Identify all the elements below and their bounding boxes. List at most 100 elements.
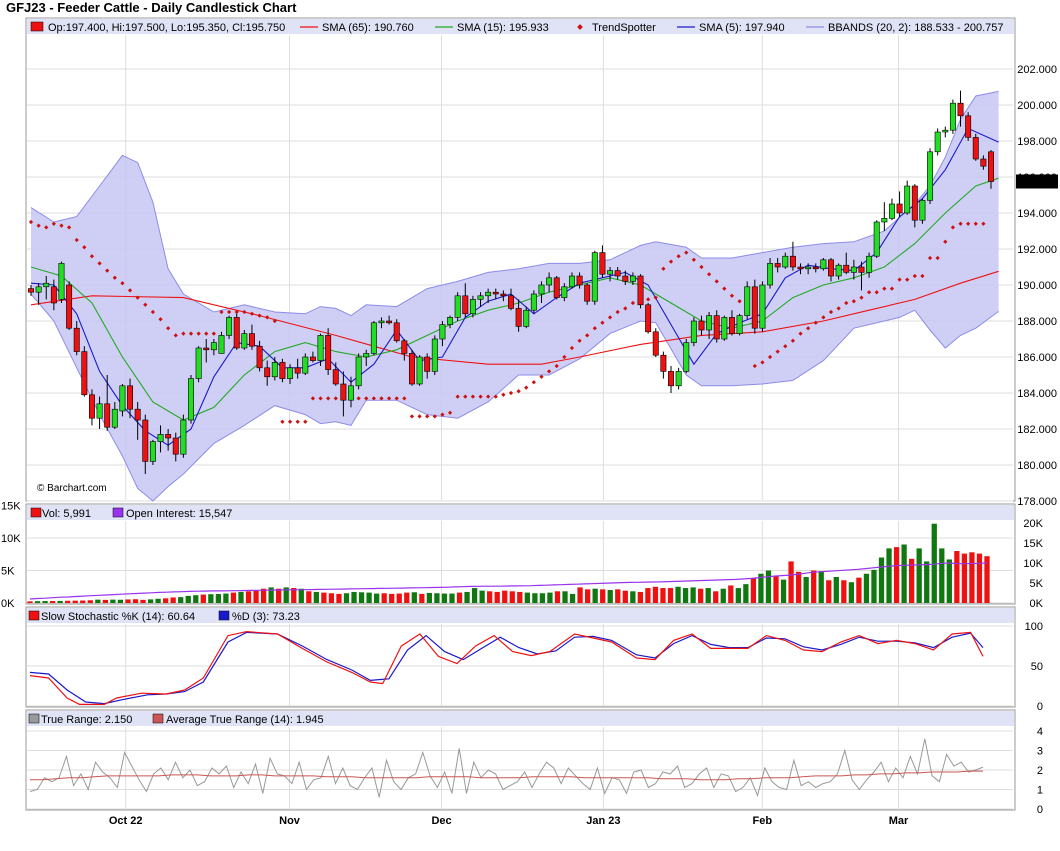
candle-body [378, 320, 385, 324]
trendspotter-marker [386, 396, 392, 401]
legend-trend-swatch [577, 24, 583, 30]
candle-body [957, 102, 964, 117]
trendspotter-marker [973, 221, 978, 226]
volume-bar [517, 591, 523, 603]
price-tick-label: 180.000 [1017, 460, 1057, 472]
volume-bar [57, 600, 63, 603]
volume-bar [954, 551, 960, 603]
legend-trend: TrendSpotter [592, 22, 656, 34]
trendspotter-marker [402, 396, 407, 401]
trendspotter-marker [211, 331, 216, 336]
stoch-panel-frame [25, 606, 1016, 708]
candle-body [355, 356, 362, 387]
candle-body [73, 327, 80, 352]
trendspotter-marker [752, 363, 757, 369]
candle-body [835, 264, 842, 277]
tr-tick-label: 2 [1037, 765, 1043, 777]
volume-bar [667, 588, 674, 603]
volume-bar [758, 573, 764, 603]
trendspotter-marker [333, 396, 338, 401]
trendspotter-marker [661, 266, 666, 271]
volume-bar [49, 601, 56, 603]
trendspotter-marker [790, 338, 796, 343]
candle-body [706, 315, 713, 331]
trendspotter-marker [653, 295, 658, 300]
trendspotter-marker [760, 360, 765, 365]
volume-bar [622, 590, 628, 603]
candle-body [462, 295, 469, 315]
volume-bar [939, 548, 945, 603]
legend-ohlc: Op:197.400, Hi:197.500, Lo:195.350, Cl:1… [48, 22, 285, 34]
candle-body [751, 286, 758, 329]
candle-body [340, 383, 347, 401]
candle-body [119, 385, 126, 412]
trendspotter-marker [935, 255, 940, 261]
trendspotter-marker [417, 414, 422, 419]
volume-bar [155, 598, 161, 603]
trendspotter-marker [257, 313, 262, 318]
volume-bar [826, 580, 832, 603]
trendspotter-marker [501, 392, 506, 397]
trendspotter-marker [874, 290, 879, 295]
price-tick-label: 194.000 [1017, 208, 1057, 220]
candle-body [469, 299, 476, 315]
volume-bar [788, 561, 794, 603]
candle-body [614, 270, 621, 277]
volume-bar [532, 593, 538, 603]
candle-body [553, 277, 560, 298]
true-range-plot [29, 738, 984, 798]
candle-body [111, 408, 118, 428]
volume-bar [223, 593, 229, 603]
trendspotter-marker [447, 410, 453, 415]
candle-body [843, 264, 850, 273]
bollinger-lower-line [30, 293, 999, 502]
candle-body [393, 322, 400, 342]
candle-body [325, 335, 332, 370]
trendspotter-marker [851, 299, 856, 304]
volume-bar [426, 592, 433, 603]
legend-tr: True Range: 2.150 [41, 714, 132, 726]
candle-body [629, 275, 636, 282]
candle-body [134, 408, 141, 421]
volume-bar [615, 589, 621, 603]
volume-bar [178, 597, 184, 603]
trendspotter-marker [516, 389, 521, 394]
trendspotter-marker [59, 223, 64, 228]
volume-bar [893, 547, 900, 603]
candle-body [797, 266, 804, 270]
candle-body [485, 291, 492, 297]
tr-tick-label: 0 [1037, 804, 1043, 816]
volume-bar [750, 578, 757, 603]
trendspotter-marker [783, 344, 788, 349]
candle-body [972, 137, 979, 160]
trendspotter-marker [699, 264, 704, 270]
candle-body [805, 266, 812, 270]
candle-body [264, 367, 271, 378]
volume-bar [373, 593, 380, 603]
bollinger-upper-line [30, 90, 999, 317]
trendspotter-marker [775, 349, 780, 354]
candle-body [454, 295, 461, 318]
candle-body [942, 129, 949, 133]
volume-bar [306, 591, 312, 603]
volume-bar [637, 591, 644, 603]
candle-body [561, 286, 568, 298]
trendspotter-marker [226, 309, 232, 315]
volume-bar [351, 591, 357, 603]
volume-bar [456, 592, 463, 603]
trendspotter-marker [74, 237, 79, 243]
candle-body [492, 291, 499, 295]
trendspotter-marker [303, 419, 308, 424]
volume-bar [811, 570, 817, 603]
trendspotter-marker [646, 297, 651, 302]
true-range-line [29, 738, 984, 798]
candle-body [256, 345, 263, 369]
candle-body [203, 347, 210, 351]
legend-oi: Open Interest: 15,547 [126, 508, 232, 520]
legend-k: Slow Stochastic %K (14): 60.64 [41, 611, 195, 623]
candle-body [332, 369, 339, 385]
candle-body [363, 353, 370, 358]
price-tick-label: 200.000 [1017, 100, 1057, 112]
tr-tick-label: 4 [1037, 726, 1043, 738]
volume-bar [132, 599, 139, 603]
